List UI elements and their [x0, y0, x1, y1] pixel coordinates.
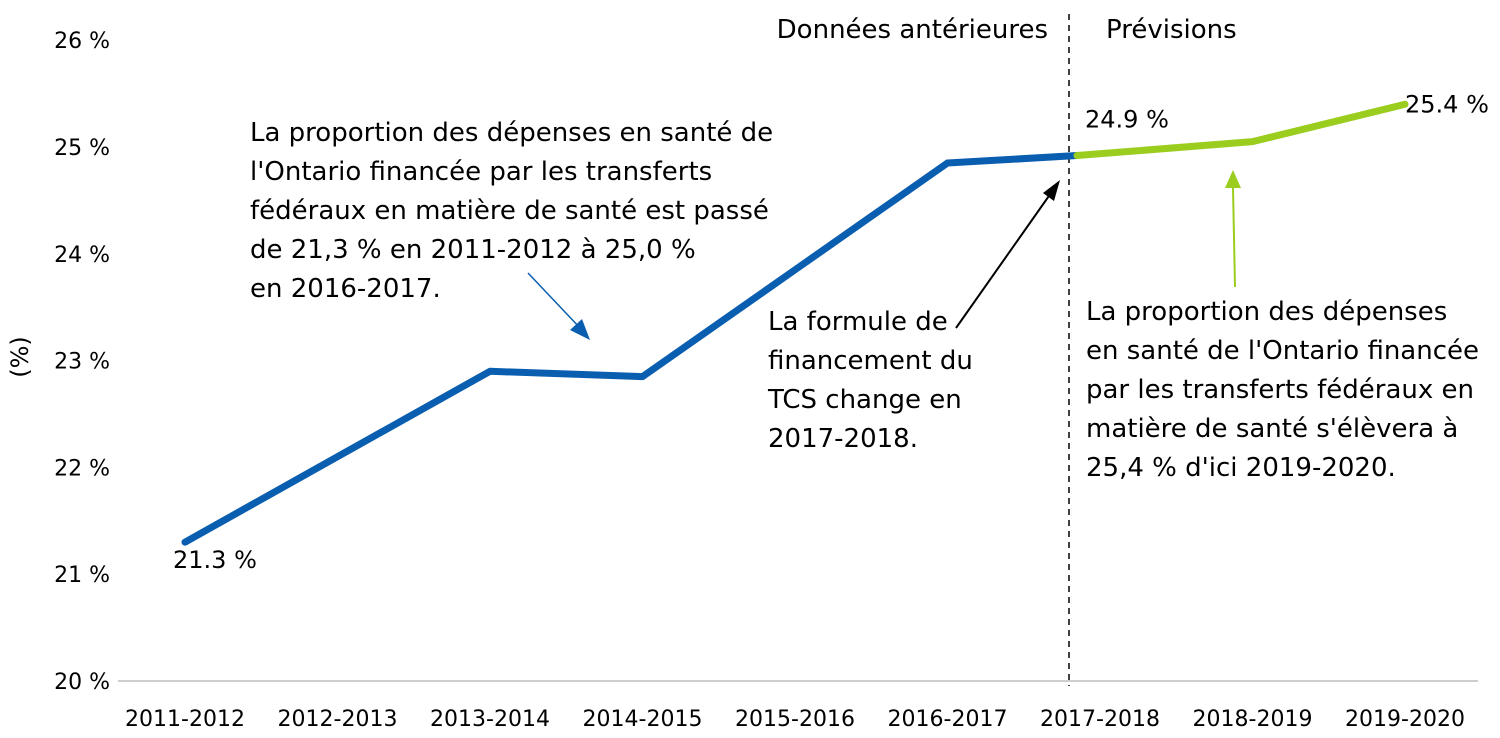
- y-tick-label: 26 %: [54, 29, 110, 54]
- series-group: [181, 100, 1409, 546]
- formula-annotation-arrow: [955, 192, 1052, 329]
- forecast-series-line: [1073, 100, 1409, 160]
- x-tick-label: 2012-2013: [278, 707, 398, 732]
- historical-series-line: [181, 152, 1081, 546]
- data-label: 24.9 %: [1085, 106, 1169, 134]
- x-tick-label: 2014-2015: [583, 707, 703, 732]
- historical-arrowhead: [570, 319, 590, 340]
- data-label: 21.3 %: [173, 546, 257, 574]
- y-tick-label: 23 %: [54, 350, 110, 375]
- forecast-arrowhead: [1225, 170, 1241, 188]
- x-tick-label: 2015-2016: [735, 707, 855, 732]
- forecast-annotation-arrow: [1232, 187, 1236, 288]
- forecast-region-label: Prévisions: [1106, 15, 1237, 45]
- y-tick-label: 24 %: [54, 243, 110, 268]
- x-tick-label: 2013-2014: [430, 707, 550, 732]
- x-tick-label: 2017-2018: [1040, 707, 1160, 732]
- historical-annotation: La proportion des dépenses en santé de l…: [250, 118, 781, 304]
- y-tick-label: 25 %: [54, 136, 110, 161]
- x-tick-label: 2019-2020: [1345, 707, 1465, 732]
- y-tick-label: 22 %: [54, 456, 110, 481]
- x-axis-ticks: 2011-2012 2012-2013 2013-2014 2014-2015 2015…: [125, 707, 1465, 732]
- x-tick-label: 2011-2012: [125, 707, 245, 732]
- formula-arrowhead: [1043, 180, 1060, 201]
- y-axis-ticks: 20 % 21 % 22 % 23 % 24 % 25 % 26 %: [54, 29, 110, 695]
- x-tick-label: 2016-2017: [888, 707, 1008, 732]
- y-axis-label: (%): [6, 336, 34, 378]
- historical-annotation-arrow: [527, 272, 583, 331]
- forecast-annotation: La proportion des dépenses en santé de l…: [1086, 297, 1487, 483]
- data-label: 25.4 %: [1405, 90, 1489, 118]
- historical-region-label: Données antérieures: [777, 15, 1048, 45]
- x-tick-label: 2018-2019: [1193, 707, 1313, 732]
- formula-annotation: La formule de financement du TCS change …: [767, 307, 981, 454]
- point-labels: 21.3 % 24.9 % 25.4 %: [173, 90, 1489, 574]
- y-tick-label: 21 %: [54, 563, 110, 588]
- y-tick-label: 20 %: [54, 670, 110, 695]
